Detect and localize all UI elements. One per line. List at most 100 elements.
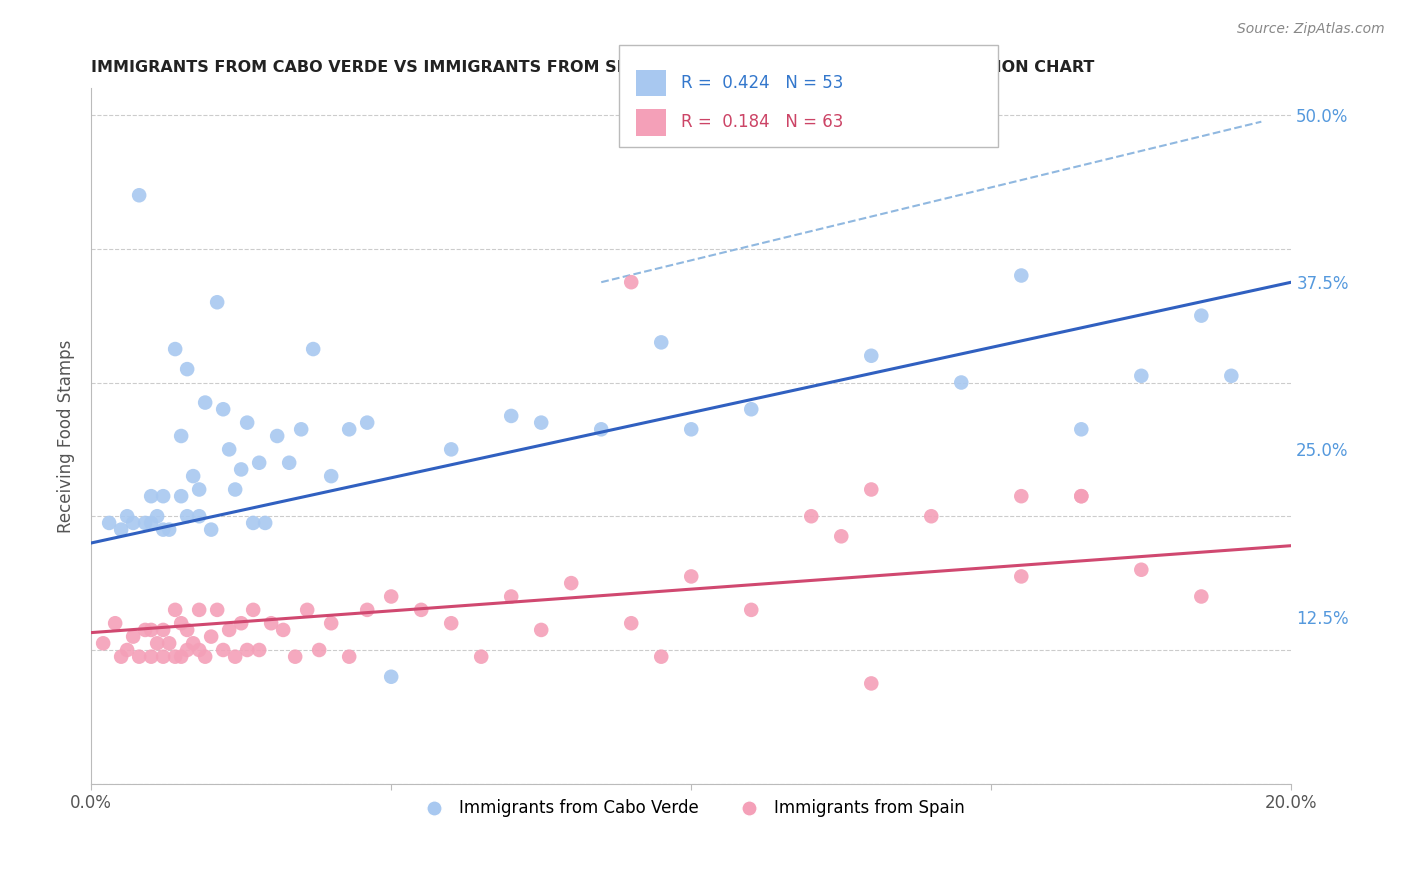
Point [188,603,211,617]
Point [218,442,240,457]
Point [205,295,228,310]
Point [181,469,204,483]
Point [122,630,145,644]
Point [530,416,553,430]
Point [470,649,492,664]
Point [650,335,672,350]
Y-axis label: Receiving Food Stamps: Receiving Food Stamps [58,339,75,533]
Point [122,516,145,530]
Point [620,616,643,631]
Point [247,456,270,470]
Point [110,649,132,664]
Point [205,603,228,617]
Point [950,376,973,390]
Point [157,523,180,537]
Point [134,623,156,637]
Point [224,649,246,664]
Point [337,422,360,436]
Point [440,616,463,631]
Point [560,576,582,591]
Point [200,523,222,537]
Point [170,616,193,631]
Point [242,603,264,617]
Point [530,623,553,637]
Point [176,623,198,637]
Point [681,422,703,436]
Point [115,509,138,524]
Point [212,402,235,417]
Point [681,569,703,583]
Point [356,416,378,430]
Point [176,509,198,524]
Point [188,509,211,524]
Point [591,422,613,436]
Point [271,623,294,637]
Point [321,616,343,631]
Point [380,670,402,684]
Point [1070,489,1092,503]
Point [152,489,174,503]
Point [110,523,132,537]
Point [1070,489,1092,503]
Point [115,643,138,657]
Point [128,188,150,202]
Point [356,603,378,617]
Point [165,342,187,356]
Point [1220,368,1243,383]
Point [176,362,198,376]
Point [800,509,823,524]
Point [860,676,883,690]
Point [254,516,277,530]
Point [321,469,343,483]
Point [165,649,187,664]
Point [141,623,163,637]
Legend: Immigrants from Cabo Verde, Immigrants from Spain: Immigrants from Cabo Verde, Immigrants f… [411,793,972,824]
Point [830,529,852,543]
Point [200,630,222,644]
Point [920,509,942,524]
Point [128,649,150,664]
Point [860,349,883,363]
Text: IMMIGRANTS FROM CABO VERDE VS IMMIGRANTS FROM SPAIN RECEIVING FOOD STAMPS CORREL: IMMIGRANTS FROM CABO VERDE VS IMMIGRANTS… [91,60,1094,75]
Point [104,616,127,631]
Point [134,516,156,530]
Point [170,429,193,443]
Point [91,636,114,650]
Point [278,456,301,470]
Point [302,342,325,356]
Point [860,483,883,497]
Point [176,643,198,657]
Point [157,636,180,650]
Point [152,649,174,664]
Point [1189,309,1212,323]
Text: Source: ZipAtlas.com: Source: ZipAtlas.com [1237,22,1385,37]
Point [740,402,762,417]
Point [740,603,762,617]
Point [224,483,246,497]
Point [165,603,187,617]
Point [146,509,169,524]
Point [620,275,643,289]
Point [231,462,253,476]
Point [188,643,211,657]
Point [290,422,312,436]
Point [247,643,270,657]
Point [266,429,288,443]
Point [242,516,264,530]
Point [152,523,174,537]
Point [141,649,163,664]
Point [141,489,163,503]
Point [260,616,283,631]
Point [98,516,121,530]
Point [231,616,253,631]
Point [501,590,523,604]
Point [194,395,217,409]
Point [380,590,402,604]
Point [181,636,204,650]
Point [1010,569,1032,583]
Point [218,623,240,637]
Point [411,603,433,617]
Point [501,409,523,423]
Point [308,643,330,657]
Point [194,649,217,664]
